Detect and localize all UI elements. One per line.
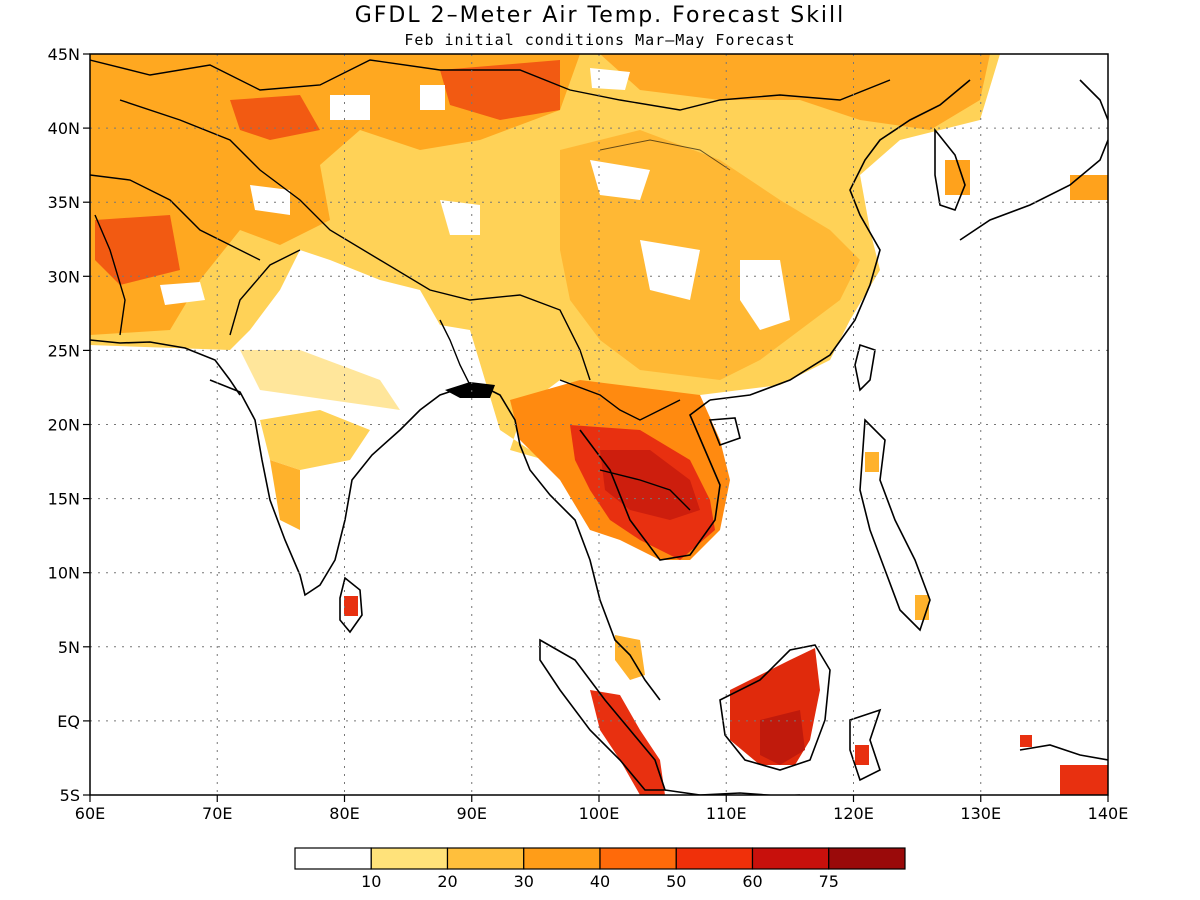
- lon-tick-label: 110E: [706, 804, 747, 823]
- skill-region-red-patch-westasia: [95, 215, 180, 285]
- lon-tick-label: 80E: [329, 804, 359, 823]
- skill-region-mongolia: [600, 54, 990, 130]
- colorbar-swatch: [523, 847, 601, 870]
- map-gridlines: [90, 54, 1108, 795]
- lat-tick-label: 40N: [48, 119, 80, 138]
- lat-tick-label: 15N: [48, 490, 80, 509]
- lat-tick-label: 5S: [60, 786, 80, 805]
- skill-region-red-patch-mongolia: [440, 60, 560, 120]
- skill-region-india-patch: [260, 410, 370, 470]
- colorbar-tick-label: 10: [361, 872, 381, 891]
- lon-tick-label: 90E: [457, 804, 487, 823]
- colorbar-swatch: [751, 847, 830, 870]
- colorbar-tick-label: 30: [514, 872, 534, 891]
- skill-region-sulawesi: [855, 745, 869, 765]
- coastlines-and-borders: [90, 59, 1108, 795]
- figure-title: GFDL 2–Meter Air Temp. Forecast Skill: [355, 3, 846, 28]
- lon-tick-label: 120E: [833, 804, 874, 823]
- lat-tick-label: 45N: [48, 45, 80, 64]
- colorbar-tick-label: 40: [590, 872, 610, 891]
- skill-region-india-north: [240, 350, 400, 410]
- lon-tick-label: 60E: [75, 804, 105, 823]
- skill-region-japan: [1070, 175, 1108, 200]
- colorbar-tick-label: 20: [437, 872, 457, 891]
- skill-region-sumatra: [590, 690, 665, 795]
- skill-region-newguinea: [1060, 765, 1108, 795]
- skill-region-india-west: [270, 460, 300, 530]
- lon-tick-label: 100E: [579, 804, 620, 823]
- lon-tick-label: 140E: [1088, 804, 1129, 823]
- colorbar-swatch: [294, 847, 372, 870]
- lat-tick-label: 25N: [48, 341, 80, 360]
- map-panel: [90, 54, 1108, 795]
- lat-tick-label: 35N: [48, 193, 80, 212]
- skill-region-indochina-darkred: [600, 450, 700, 520]
- colorbar-tick-label: 60: [742, 872, 762, 891]
- skill-region-korea: [945, 160, 970, 195]
- colorbar-swatch: [675, 847, 754, 870]
- colorbar-swatch: [599, 847, 677, 870]
- skill-region-asia-orange: [90, 54, 580, 335]
- colorbar: 10 20 30 40 50 60 75: [294, 847, 906, 891]
- skill-region-borneo-dark: [760, 710, 805, 765]
- lat-tick-label: 5N: [58, 638, 80, 657]
- colorbar-tick-label: 50: [666, 872, 686, 891]
- colorbar-tick-label: 75: [819, 872, 839, 891]
- lat-tick-label: 30N: [48, 267, 80, 286]
- ganges-delta: [445, 382, 495, 398]
- skill-region-sri-lanka: [344, 596, 358, 616]
- colorbar-swatch: [828, 847, 906, 870]
- skill-region-red-patch-tienshan: [230, 95, 320, 140]
- longitude-labels: 60E 70E 80E 90E 100E 110E 120E 130E 140E: [75, 795, 1129, 823]
- figure-subtitle: Feb initial conditions Mar–May Forecast: [404, 31, 795, 49]
- skill-region-luzon: [865, 452, 879, 472]
- lat-tick-label: 20N: [48, 416, 80, 435]
- lat-tick-label: EQ: [57, 712, 80, 731]
- lat-tick-label: 10N: [48, 564, 80, 583]
- colorbar-swatch: [370, 847, 449, 870]
- skill-region-halmahera: [1020, 735, 1032, 747]
- low-skill-holes: [160, 68, 790, 330]
- latitude-labels: 5S EQ 5N 10N 15N 20N 25N 30N 35N 40N 45N: [48, 45, 90, 805]
- colorbar-swatch: [446, 847, 525, 870]
- lon-tick-label: 130E: [960, 804, 1001, 823]
- lon-tick-label: 70E: [202, 804, 232, 823]
